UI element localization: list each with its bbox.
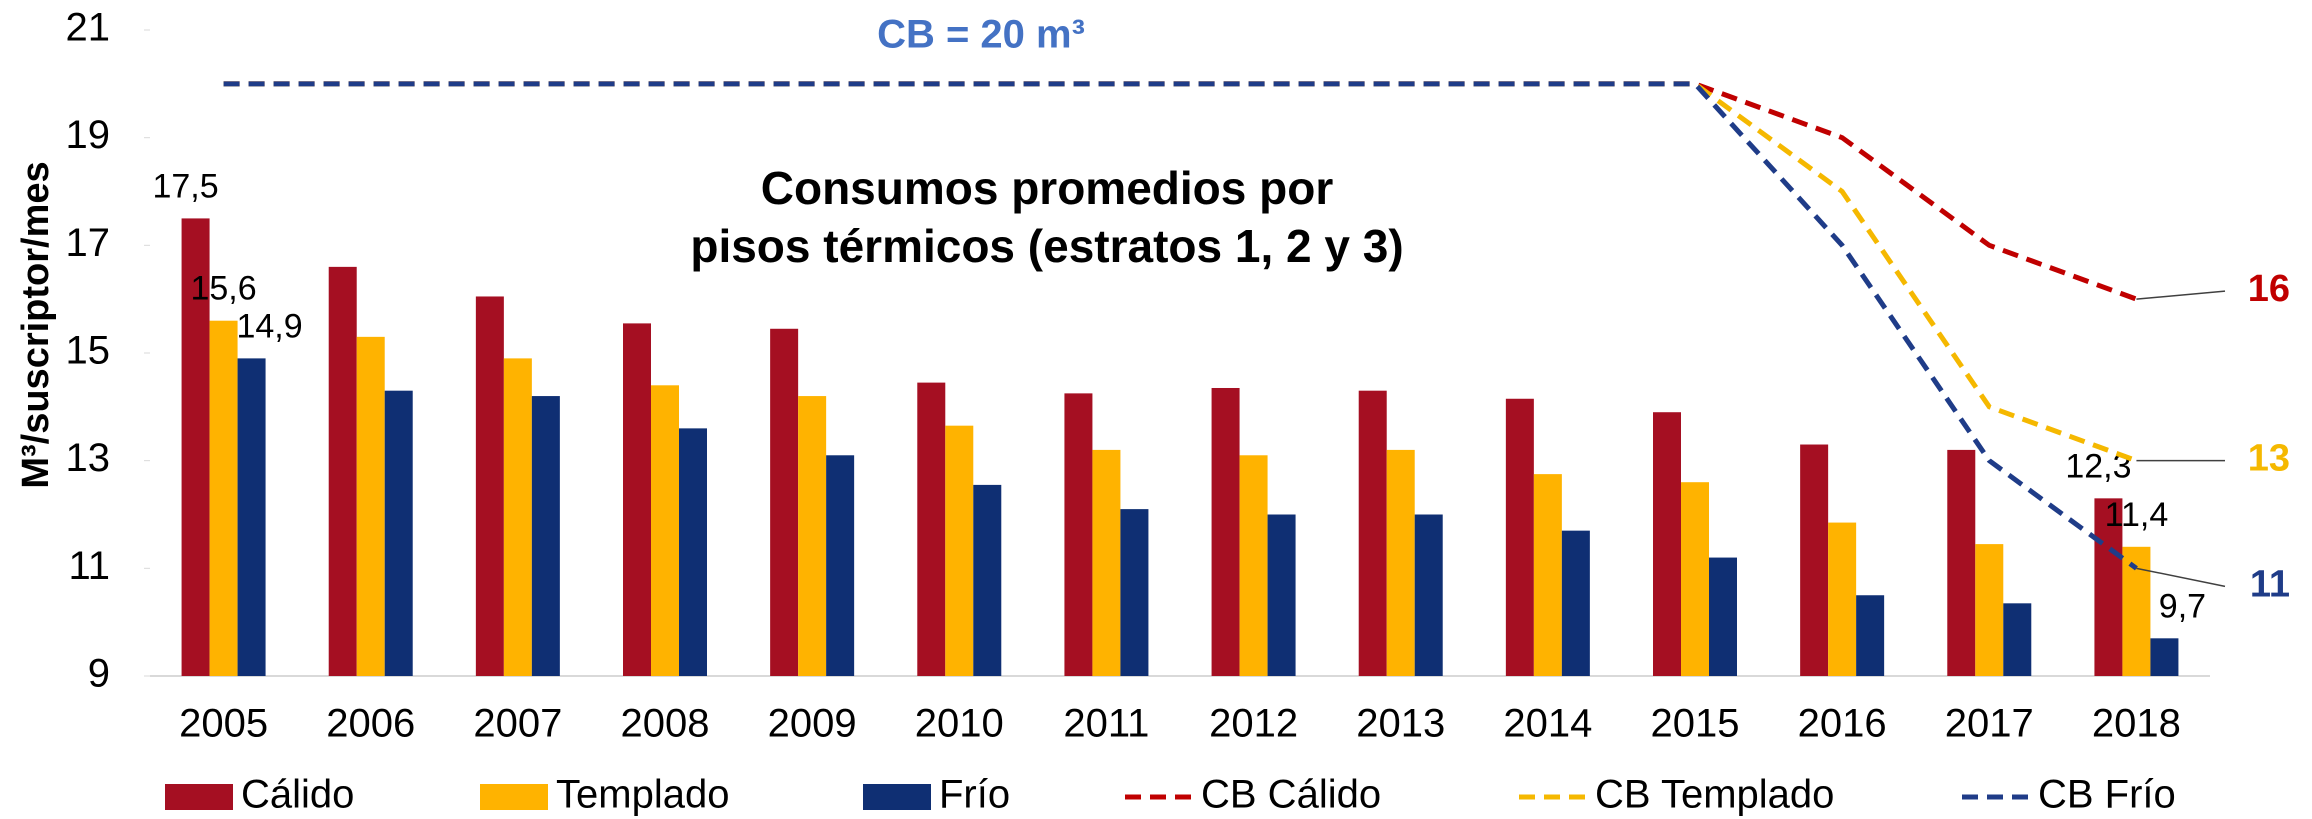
bar (328, 266, 357, 676)
legend-swatch (165, 784, 233, 810)
bar (1561, 530, 1590, 676)
legend-label: Cálido (241, 773, 354, 817)
bar (384, 390, 413, 676)
bar (917, 382, 946, 676)
y-axis-label: M³/suscriptor/mes (15, 161, 57, 488)
x-tick-label: 2005 (179, 702, 268, 746)
y-tick-label: 9 (88, 652, 110, 696)
x-tick-label: 2014 (1503, 702, 1592, 746)
chart-title: Consumos promedios por (761, 162, 1334, 214)
line-end-label: 16 (2248, 268, 2290, 310)
bar (1239, 455, 1268, 676)
bar (770, 328, 799, 676)
legend-label: CB Frío (2038, 773, 2176, 817)
bar (1386, 449, 1415, 676)
legend-swatch (863, 784, 931, 810)
bar (2003, 603, 2032, 676)
y-tick-label: 15 (66, 329, 111, 373)
x-tick-label: 2013 (1356, 702, 1445, 746)
bar (181, 218, 210, 676)
bar (531, 396, 560, 676)
bar (356, 336, 385, 676)
y-tick-label: 19 (66, 113, 111, 157)
x-tick-label: 2008 (621, 702, 710, 746)
bar (679, 428, 707, 676)
bar (1120, 509, 1149, 676)
bar (237, 358, 266, 676)
x-tick-label: 2010 (915, 702, 1004, 746)
bar (1975, 544, 2004, 676)
bar (1533, 474, 1562, 676)
data-label: 14,9 (236, 307, 302, 345)
x-tick-label: 2007 (473, 702, 562, 746)
bar (2094, 498, 2123, 676)
bar (1856, 595, 1885, 676)
bar (1800, 444, 1829, 676)
x-tick-label: 2006 (326, 702, 415, 746)
bar (1414, 514, 1443, 676)
bar (945, 425, 974, 676)
y-tick-label: 21 (66, 6, 111, 50)
legend-label: CB Templado (1595, 773, 1834, 817)
data-label: 11,4 (2105, 496, 2169, 534)
legend-swatch (480, 784, 548, 810)
legend-label: Templado (556, 773, 729, 817)
x-tick-label: 2015 (1651, 702, 1740, 746)
bar (1358, 390, 1387, 676)
bar (826, 455, 855, 676)
bar (503, 358, 532, 676)
bar (475, 296, 504, 676)
x-tick-label: 2011 (1063, 702, 1149, 746)
bar (1211, 387, 1240, 676)
bar (1709, 557, 1737, 676)
bar (1064, 393, 1093, 676)
data-label: 9,7 (2159, 587, 2206, 625)
y-tick-label: 17 (66, 221, 111, 265)
chart-title: pisos térmicos (estratos 1, 2 y 3) (690, 220, 1403, 272)
bar (798, 396, 827, 676)
y-tick-label: 13 (66, 436, 111, 480)
data-label: 15,6 (190, 270, 256, 308)
bar (651, 385, 679, 676)
bar (1505, 398, 1534, 676)
x-tick-label: 2017 (1945, 702, 2034, 746)
x-tick-label: 2009 (768, 702, 857, 746)
bar (1653, 412, 1681, 676)
x-tick-label: 2016 (1798, 702, 1887, 746)
line-end-label: 13 (2248, 438, 2290, 480)
bar (1828, 522, 1857, 676)
leader-line (2136, 290, 2226, 300)
annotation: CB = 20 m³ (877, 13, 1085, 57)
bar (973, 484, 1002, 676)
bar (1267, 514, 1296, 676)
bar (2150, 638, 2179, 676)
legend-label: CB Cálido (1201, 773, 1381, 817)
legend-label: Frío (939, 773, 1010, 817)
x-tick-label: 2012 (1209, 702, 1298, 746)
line-end-label: 11 (2250, 563, 2290, 605)
bar (1092, 449, 1121, 676)
bar (1947, 449, 1976, 676)
bar (623, 323, 651, 676)
data-label: 17,5 (152, 167, 218, 205)
leader-line (2136, 567, 2226, 588)
x-tick-label: 2018 (2092, 702, 2181, 746)
bar (209, 320, 238, 676)
line (223, 81, 2138, 571)
y-tick-label: 11 (68, 544, 110, 588)
bar (1681, 482, 1709, 676)
